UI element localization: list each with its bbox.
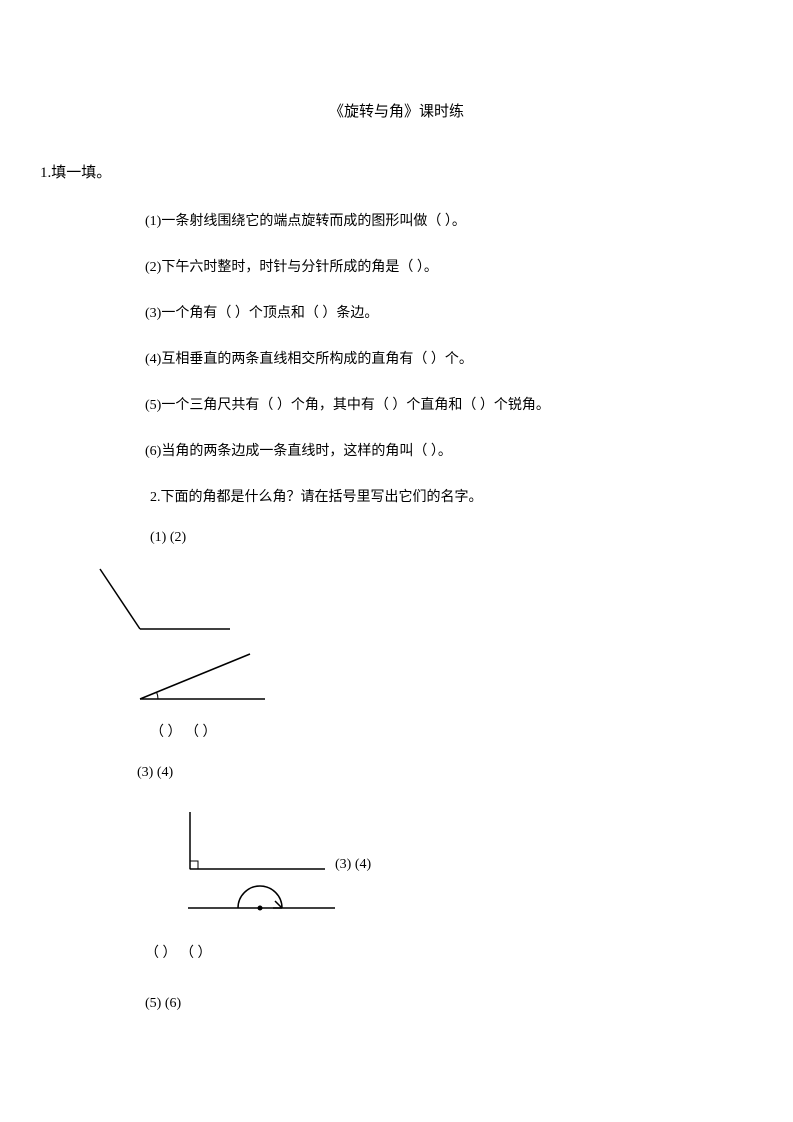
answers-3-4: （ ） （ ） [145,942,698,962]
labels-1-2: (1) (2) [150,530,698,546]
worksheet-title: 《旋转与角》课时练 [95,100,698,121]
labels-3-4-inline: (3) (4) [335,857,371,873]
labels-5-6: (5) (6) [145,996,698,1012]
q1-item-6: (6)当角的两条边成一条直线时，这样的角叫（ ）。 [145,440,698,460]
question-1-heading: 1.填一填。 [40,161,698,182]
answers-1-2: （ ） （ ） [150,721,698,741]
labels-3-4: (3) (4) [137,765,698,781]
q1-item-5: (5)一个三角尺共有（ ）个角，其中有（ ）个直角和（ ）个锐角。 [145,394,698,414]
q1-item-4: (4)互相垂直的两条直线相交所构成的直角有（ ）个。 [145,348,698,368]
obtuse-angle-svg [95,564,245,639]
q1-item-1: (1)一条射线围绕它的端点旋转而成的图形叫做（ ）。 [145,210,698,230]
q1-item-3: (3)一个角有（ ）个顶点和（ ）条边。 [145,302,698,322]
diagram-acute-angle [135,649,698,707]
straight-angle-svg [185,880,345,920]
acute-angle-svg [135,649,275,707]
diagram-obtuse-angle [95,564,698,639]
diagram-straight-angle [185,880,698,920]
q1-item-2: (2)下午六时整时，时针与分针所成的角是（ ）。 [145,256,698,276]
question-2-heading: 2.下面的角都是什么角？请在括号里写出它们的名字。 [150,486,698,506]
diagram-right-angle-container: (3) (4) [185,809,698,874]
right-angle-svg [185,809,340,874]
